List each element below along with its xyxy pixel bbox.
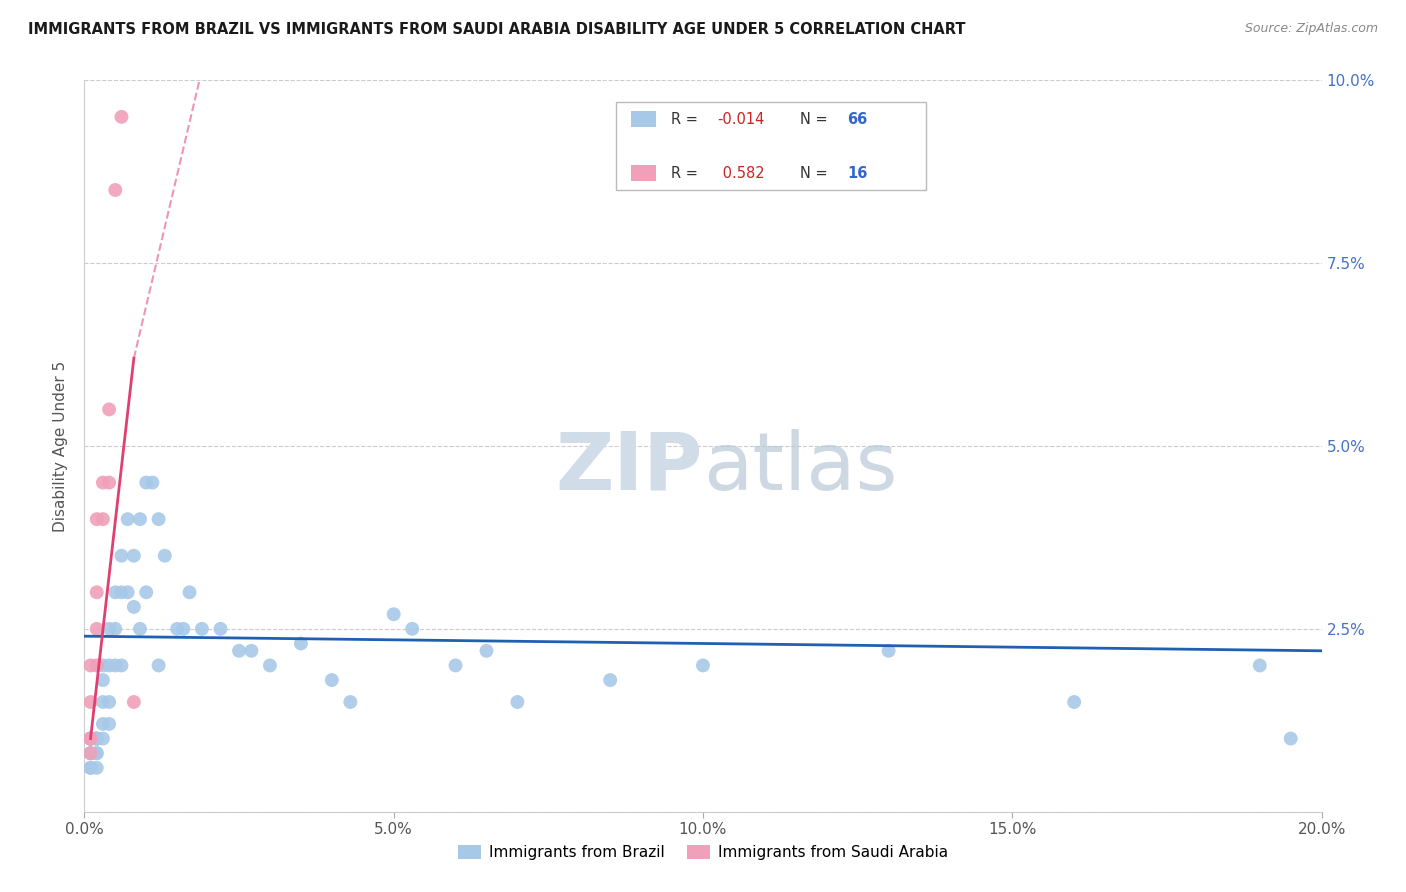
Point bbox=[129, 512, 152, 526]
Point bbox=[86, 746, 108, 760]
Point bbox=[209, 622, 232, 636]
Point bbox=[110, 585, 132, 599]
Point bbox=[117, 585, 139, 599]
Legend: Immigrants from Brazil, Immigrants from Saudi Arabia: Immigrants from Brazil, Immigrants from … bbox=[451, 839, 955, 866]
Point bbox=[86, 746, 108, 760]
Point bbox=[98, 717, 121, 731]
Point bbox=[79, 761, 101, 775]
Point bbox=[141, 475, 163, 490]
Point bbox=[104, 658, 127, 673]
Point bbox=[1063, 695, 1085, 709]
Y-axis label: Disability Age Under 5: Disability Age Under 5 bbox=[53, 360, 69, 532]
Point bbox=[86, 658, 108, 673]
Point bbox=[148, 512, 170, 526]
Point bbox=[79, 658, 101, 673]
Text: R =: R = bbox=[671, 112, 697, 127]
Point bbox=[191, 622, 214, 636]
Point bbox=[91, 717, 114, 731]
Point bbox=[79, 695, 101, 709]
Point bbox=[321, 673, 343, 687]
Point bbox=[91, 475, 114, 490]
Point bbox=[79, 731, 101, 746]
Point bbox=[86, 731, 108, 746]
Point bbox=[79, 731, 101, 746]
FancyBboxPatch shape bbox=[616, 103, 925, 190]
Point bbox=[98, 658, 121, 673]
Text: N =: N = bbox=[800, 112, 828, 127]
Point bbox=[135, 475, 157, 490]
Text: ZIP: ZIP bbox=[555, 429, 703, 507]
Point bbox=[86, 512, 108, 526]
Point bbox=[98, 695, 121, 709]
Point bbox=[135, 585, 157, 599]
Text: 16: 16 bbox=[848, 166, 868, 181]
Text: -0.014: -0.014 bbox=[717, 112, 765, 127]
Text: 66: 66 bbox=[848, 112, 868, 127]
Point bbox=[148, 658, 170, 673]
Point bbox=[98, 475, 121, 490]
Point bbox=[117, 512, 139, 526]
Point bbox=[599, 673, 621, 687]
Text: atlas: atlas bbox=[703, 429, 897, 507]
Point bbox=[877, 644, 900, 658]
Text: R =: R = bbox=[671, 166, 697, 181]
Text: 0.582: 0.582 bbox=[717, 166, 765, 181]
Point bbox=[91, 512, 114, 526]
Point bbox=[153, 549, 176, 563]
FancyBboxPatch shape bbox=[631, 111, 655, 127]
Point bbox=[104, 183, 127, 197]
Text: N =: N = bbox=[800, 166, 828, 181]
Point bbox=[382, 607, 405, 622]
Point bbox=[79, 746, 101, 760]
Point bbox=[506, 695, 529, 709]
Point bbox=[166, 622, 188, 636]
Point bbox=[79, 731, 101, 746]
Point bbox=[179, 585, 201, 599]
Point bbox=[290, 636, 312, 650]
Point bbox=[86, 622, 108, 636]
Point bbox=[79, 731, 101, 746]
Point bbox=[692, 658, 714, 673]
Point bbox=[79, 761, 101, 775]
Point bbox=[79, 731, 101, 746]
Point bbox=[91, 695, 114, 709]
FancyBboxPatch shape bbox=[631, 165, 655, 181]
Point bbox=[1249, 658, 1271, 673]
Point bbox=[444, 658, 467, 673]
Point bbox=[86, 731, 108, 746]
Point bbox=[475, 644, 498, 658]
Point bbox=[122, 599, 145, 614]
Point bbox=[98, 402, 121, 417]
Point bbox=[79, 746, 101, 760]
Point bbox=[110, 549, 132, 563]
Point bbox=[228, 644, 250, 658]
Point bbox=[91, 731, 114, 746]
Point bbox=[240, 644, 263, 658]
Point bbox=[91, 658, 114, 673]
Point bbox=[122, 549, 145, 563]
Point bbox=[86, 761, 108, 775]
Point bbox=[104, 585, 127, 599]
Point bbox=[1279, 731, 1302, 746]
Point bbox=[122, 695, 145, 709]
Point bbox=[79, 731, 101, 746]
Point bbox=[110, 110, 132, 124]
Point bbox=[129, 622, 152, 636]
Point bbox=[86, 731, 108, 746]
Point bbox=[259, 658, 281, 673]
Point bbox=[86, 585, 108, 599]
Point bbox=[339, 695, 361, 709]
Point bbox=[86, 731, 108, 746]
Text: IMMIGRANTS FROM BRAZIL VS IMMIGRANTS FROM SAUDI ARABIA DISABILITY AGE UNDER 5 CO: IMMIGRANTS FROM BRAZIL VS IMMIGRANTS FRO… bbox=[28, 22, 966, 37]
Point bbox=[104, 622, 127, 636]
Point bbox=[79, 746, 101, 760]
Point bbox=[79, 731, 101, 746]
Point bbox=[110, 658, 132, 673]
Point bbox=[172, 622, 194, 636]
Text: Source: ZipAtlas.com: Source: ZipAtlas.com bbox=[1244, 22, 1378, 36]
Point bbox=[79, 746, 101, 760]
Point bbox=[91, 673, 114, 687]
Point bbox=[98, 622, 121, 636]
Point bbox=[401, 622, 423, 636]
